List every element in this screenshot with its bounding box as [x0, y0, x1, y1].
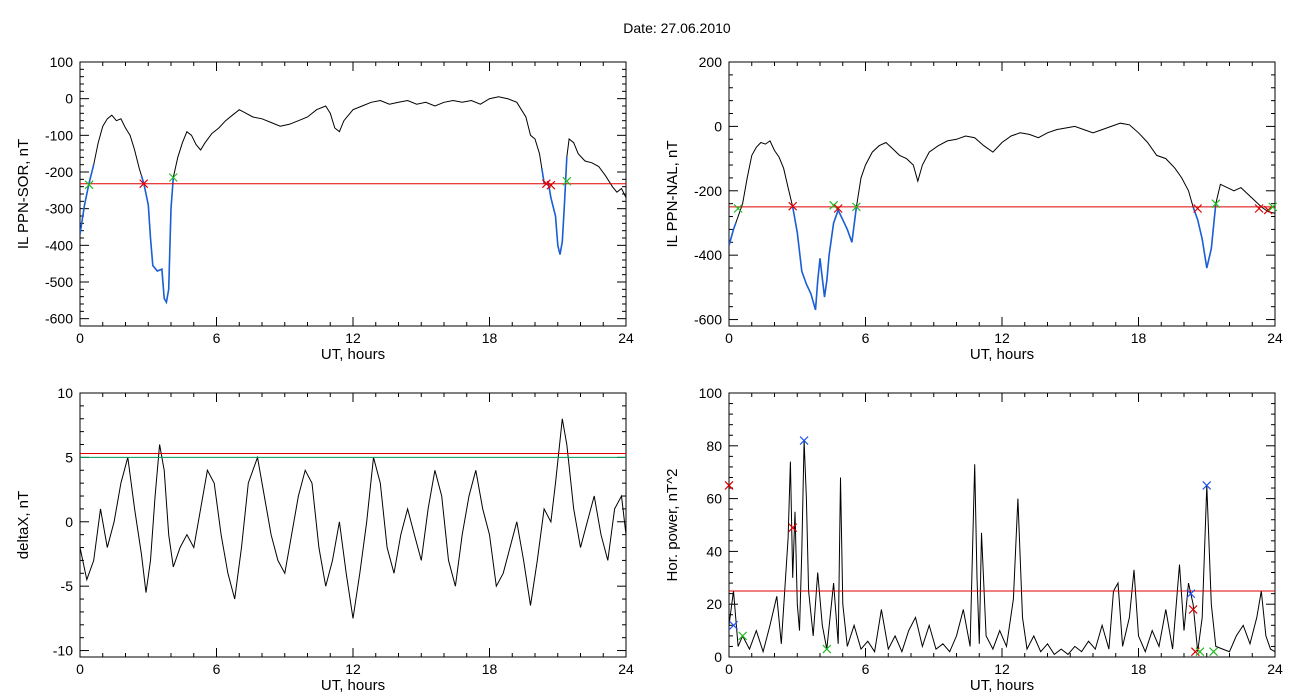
cross-marker: [562, 176, 572, 186]
y-tick-label: -200: [45, 164, 73, 180]
y-tick-label: -400: [694, 247, 722, 263]
y-tick-label: -200: [694, 183, 722, 199]
series-line: [729, 440, 1275, 656]
x-tick-label: 18: [482, 661, 498, 677]
y-tick-label: 200: [699, 54, 723, 70]
cross-marker: [1263, 205, 1273, 215]
x-tick-label: 12: [345, 330, 361, 346]
x-tick-label: 18: [1131, 661, 1147, 677]
y-tick-label: 100: [50, 54, 74, 70]
cross-marker: [1202, 480, 1212, 490]
y-tick-label: 60: [706, 491, 722, 507]
x-tick-label: 0: [76, 330, 84, 346]
y-tick-label: 100: [699, 385, 723, 401]
y-tick-label: -300: [45, 201, 73, 217]
y-tick-label: -500: [45, 274, 73, 290]
y-tick-label: 20: [706, 596, 722, 612]
cross-marker: [1209, 647, 1218, 657]
y-tick-label: 10: [57, 385, 73, 401]
x-axis-label: UT, hours: [321, 346, 385, 363]
cross-marker: [833, 204, 843, 213]
cross-marker: [733, 204, 743, 213]
y-axis-label: Hor. power, nT^2: [664, 469, 681, 582]
y-tick-label: -600: [45, 311, 73, 327]
highlight-segment: [1192, 203, 1217, 269]
panel-1: 0 6 12 18 24 100 0 -100 -200 -300 -400 -500 -600 UT, …: [15, 54, 634, 363]
cross-marker: [799, 436, 809, 445]
x-tick-label: 24: [618, 330, 634, 346]
x-axis-label: UT, hours: [321, 677, 385, 694]
plot-frame: [79, 61, 627, 327]
plots-group: 0 6 12 18 241000-100-200-300-400-500-600UT, …: [15, 54, 1283, 694]
x-tick-label: 18: [482, 330, 498, 346]
x-tick-label: 18: [1131, 330, 1147, 346]
panel-4: 0 6 12 18 24 100 80 60 40 20 0 UT, hours Hor. power,…: [664, 385, 1283, 694]
highlight-segment: [541, 157, 568, 255]
x-tick-label: 6: [862, 330, 870, 346]
x-tick-label: 0: [725, 330, 733, 346]
y-tick-label: 40: [706, 543, 722, 559]
cross-marker: [168, 173, 178, 182]
figure-title: Date: 27.06.2010: [623, 20, 731, 36]
cross-marker: [546, 180, 556, 190]
cross-marker: [724, 480, 734, 490]
series-line: [80, 418, 626, 619]
x-axis-label: UT, hours: [970, 346, 1034, 363]
highlight-segment: [729, 222, 737, 246]
y-tick-label: -100: [45, 127, 73, 143]
cross-marker: [822, 644, 832, 654]
cross-marker: [738, 631, 748, 641]
y-axis-label: IL PPN-SOR, nT: [15, 139, 32, 249]
y-tick-label: -10: [53, 643, 73, 659]
y-tick-label: 0: [714, 118, 722, 134]
panel-2: 0 6 12 18 24 200 0 -200 -400 -600 UT, hours IL PPN-…: [664, 54, 1283, 363]
x-tick-label: 24: [618, 661, 634, 677]
x-tick-label: 6: [213, 330, 221, 346]
plot-frame: [728, 61, 1276, 327]
highlight-segment: [140, 175, 175, 305]
x-tick-label: 0: [725, 661, 733, 677]
x-tick-label: 24: [1267, 661, 1283, 677]
cross-marker: [788, 201, 798, 211]
y-tick-label: 0: [65, 91, 73, 107]
y-axis-label: deltaX, nT: [15, 491, 32, 559]
cross-marker: [139, 179, 149, 189]
x-axis-label: UT, hours: [970, 677, 1034, 694]
y-tick-label: 0: [65, 514, 73, 530]
cross-marker: [1195, 647, 1205, 657]
cross-marker: [729, 620, 738, 630]
series-line: [729, 122, 1275, 311]
cross-marker: [1254, 204, 1264, 213]
cross-marker: [1211, 199, 1221, 209]
cross-marker: [788, 523, 798, 533]
x-tick-label: 24: [1267, 330, 1283, 346]
y-tick-label: 0: [714, 649, 722, 665]
cross-marker: [1188, 605, 1198, 614]
cross-marker: [829, 200, 839, 210]
x-tick-label: 12: [994, 661, 1010, 677]
y-tick-label: -400: [45, 237, 73, 253]
x-tick-label: 0: [76, 661, 84, 677]
highlight-segment: [791, 206, 858, 311]
y-tick-label: 80: [706, 438, 722, 454]
highlight-segment: [80, 164, 95, 235]
y-tick-label: -600: [694, 312, 722, 328]
cross-marker: [851, 202, 861, 212]
cross-marker: [1186, 589, 1196, 599]
y-axis-label: IL PPN-NAL, nT: [664, 141, 681, 248]
cross-marker: [84, 180, 94, 190]
y-tick-label: -5: [61, 578, 74, 594]
y-tick-label: 5: [65, 449, 73, 465]
x-tick-label: 6: [213, 661, 221, 677]
x-tick-label: 6: [862, 661, 870, 677]
x-tick-label: 12: [345, 661, 361, 677]
cross-marker: [1193, 204, 1203, 213]
panel-3: 0 6 12 18 24 10 5 0 -5 -10 UT, hours deltaX, nT: [15, 385, 634, 694]
cross-marker: [1268, 202, 1278, 212]
x-tick-label: 12: [994, 330, 1010, 346]
